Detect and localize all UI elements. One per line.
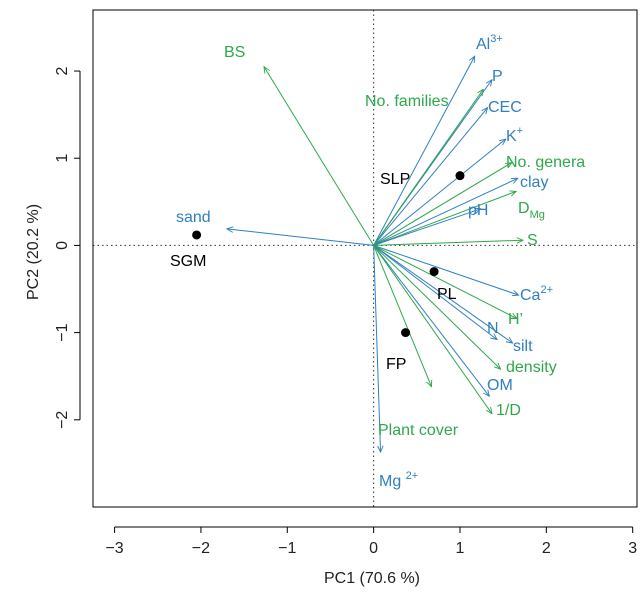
vector-silt — [373, 245, 513, 343]
vector-sand — [227, 229, 374, 246]
vector-label-h: H’ — [508, 311, 523, 328]
vector-label-sand: sand — [176, 209, 211, 226]
y-tick-label: −1 — [54, 323, 71, 341]
vector-label-clay: clay — [520, 174, 548, 191]
vector-label-k: K+ — [506, 125, 523, 145]
vector-label-cec: CEC — [488, 99, 522, 116]
vector-label-s: S — [527, 232, 538, 249]
vector-label-bs: BS — [224, 44, 245, 61]
vector-n — [373, 245, 497, 339]
vector-k — [373, 139, 506, 246]
vector-bs — [264, 67, 375, 246]
vector-label-nofamilies: No. families — [365, 93, 449, 110]
x-tick-label: 3 — [628, 540, 637, 557]
x-tick-label: −2 — [192, 540, 210, 557]
vector-dmg — [373, 191, 516, 246]
plot-frame — [92, 9, 638, 508]
vector-label-p: P — [492, 68, 503, 85]
vector-ca — [373, 244, 519, 295]
vector-label-mg: Mg 2+ — [379, 470, 418, 490]
vector-clay — [373, 178, 518, 246]
vector-label-nogenera: No. genera — [506, 154, 585, 171]
vector-nogenera — [373, 163, 512, 246]
x-tick-label: 0 — [369, 540, 378, 557]
point-slp — [455, 171, 465, 181]
vector-mg — [373, 245, 381, 452]
vector-ph — [373, 209, 481, 246]
x-tick-label: −3 — [105, 540, 123, 557]
x-tick-label: 1 — [456, 540, 465, 557]
vector-label-om: OM — [487, 377, 513, 394]
chart-labels: Al3+ P CEC K+ No. genera No. families clay DMg p… — [170, 33, 585, 490]
point-pl — [429, 267, 439, 277]
x-tick-label: −1 — [278, 540, 296, 557]
loading-vectors — [227, 56, 523, 452]
vector-plantcover — [373, 245, 432, 386]
vector-label-plantcover: Plant cover — [378, 422, 459, 439]
vector-nofamilies — [373, 89, 484, 246]
point-fp — [401, 328, 411, 338]
y-tick-label: 0 — [54, 241, 71, 250]
point-sgm — [192, 230, 202, 240]
point-label-sgm: SGM — [170, 253, 206, 270]
vector-label-dmg: DMg — [518, 200, 545, 221]
vector-label-n: N — [487, 320, 499, 337]
point-label-pl: PL — [437, 286, 457, 303]
vector-al — [373, 56, 475, 246]
site-points — [192, 171, 465, 338]
y-tick-label: 1 — [54, 154, 71, 163]
y-tick-label: 2 — [54, 66, 71, 75]
vector-invd — [373, 245, 492, 413]
point-label-fp: FP — [386, 356, 406, 373]
y-tick-label: −2 — [54, 411, 71, 429]
y-axis-title: PC2 (20.2 %) — [25, 204, 42, 300]
point-label-slp: SLP — [380, 171, 410, 188]
vector-h — [373, 244, 517, 318]
vector-label-ca: Ca2+ — [520, 284, 553, 304]
x-tick-label: 2 — [542, 540, 551, 557]
vector-density — [373, 245, 501, 369]
vector-cec — [373, 108, 488, 246]
axes: −3 −2 −1 0 1 2 3 −2 −1 0 1 2 — [54, 9, 638, 557]
vector-label-ph: pH — [468, 202, 488, 219]
vector-label-silt: silt — [513, 338, 533, 355]
vector-om — [373, 245, 490, 396]
vector-label-invd: 1/D — [496, 402, 521, 419]
x-axis-title: PC1 (70.6 %) — [324, 570, 420, 587]
vector-label-al: Al3+ — [476, 33, 503, 53]
vector-s — [373, 240, 523, 246]
vector-label-density: density — [506, 359, 557, 376]
